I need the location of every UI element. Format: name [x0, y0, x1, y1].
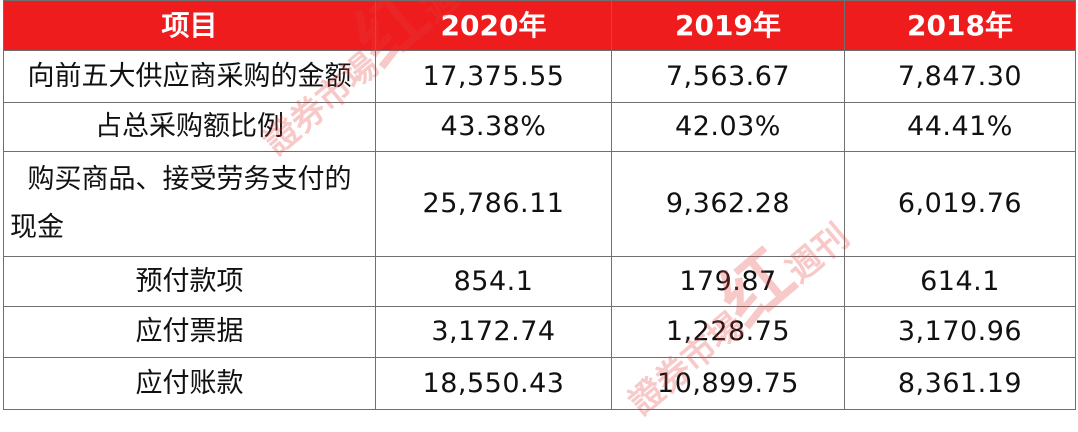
row-label: 应付票据 — [3, 306, 376, 358]
value-2019: 179.87 — [611, 256, 845, 307]
table-row: 预付款项 854.1 179.87 614.1 — [3, 256, 1076, 307]
value-2019: 42.03% — [611, 102, 845, 152]
value-2018: 614.1 — [844, 256, 1076, 307]
value-2020: 25,786.11 — [375, 151, 612, 257]
value-2018: 8,361.19 — [844, 357, 1076, 410]
table-row: 应付账款 18,550.43 10,899.75 8,361.19 — [3, 357, 1076, 410]
value-2020: 17,375.55 — [375, 50, 612, 103]
value-2020: 18,550.43 — [375, 357, 612, 410]
table-row: 占总采购额比例 43.38% 42.03% 44.41% — [3, 102, 1076, 152]
row-label: 向前五大供应商采购的金额 — [3, 50, 376, 103]
value-2019: 9,362.28 — [611, 151, 845, 257]
value-2018: 7,847.30 — [844, 50, 1076, 103]
row-label-line-2: 现金 — [10, 212, 64, 243]
financial-data-table: 项目 2020年 2019年 2018年 向前五大供应商采购的金额 17,375… — [3, 0, 1076, 410]
value-2020: 3,172.74 — [375, 306, 612, 358]
header-row: 项目 2020年 2019年 2018年 — [3, 0, 1076, 51]
row-label: 占总采购额比例 — [3, 102, 376, 152]
value-2019: 7,563.67 — [611, 50, 845, 103]
value-2019: 10,899.75 — [611, 357, 845, 410]
table-row: 向前五大供应商采购的金额 17,375.55 7,563.67 7,847.30 — [3, 50, 1076, 103]
header-2019: 2019年 — [611, 0, 845, 51]
row-label-line-1: 购买商品、接受劳务支付的 — [27, 164, 352, 195]
row-label: 购买商品、接受劳务支付的 现金 — [3, 151, 376, 257]
table-row: 购买商品、接受劳务支付的 现金 25,786.11 9,362.28 6,019… — [3, 151, 1076, 257]
row-label: 应付账款 — [3, 357, 376, 410]
value-2018: 6,019.76 — [844, 151, 1076, 257]
value-2019: 1,228.75 — [611, 306, 845, 358]
value-2018: 3,170.96 — [844, 306, 1076, 358]
header-item: 项目 — [3, 0, 376, 51]
header-2018: 2018年 — [844, 0, 1076, 51]
value-2020: 854.1 — [375, 256, 612, 307]
row-label: 预付款项 — [3, 256, 376, 307]
value-2020: 43.38% — [375, 102, 612, 152]
header-2020: 2020年 — [375, 0, 612, 51]
value-2018: 44.41% — [844, 102, 1076, 152]
table-row: 应付票据 3,172.74 1,228.75 3,170.96 — [3, 306, 1076, 358]
